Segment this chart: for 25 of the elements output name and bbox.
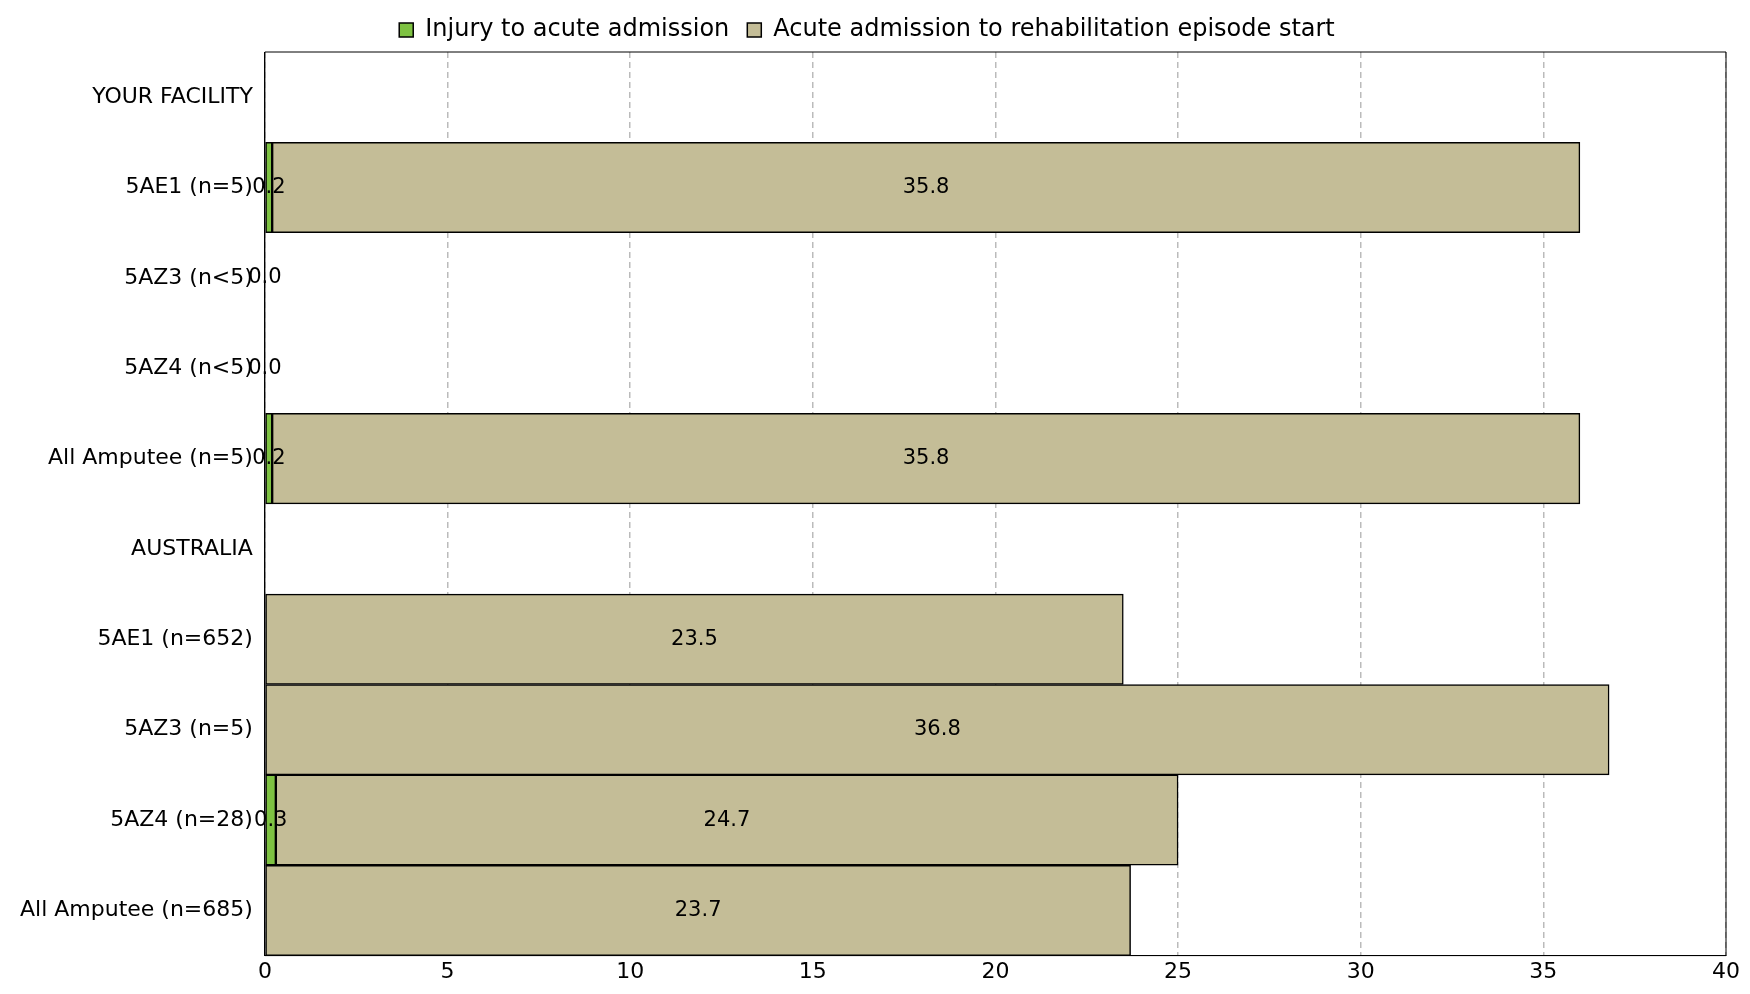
x-tick-label: 25 [1164, 957, 1193, 983]
x-tick-label: 0 [257, 957, 272, 983]
data-label: 24.7 [703, 806, 751, 831]
y-tick-label: 5AE1 (n=5) [125, 173, 253, 199]
x-tick-label: 35 [1529, 957, 1558, 983]
data-label: 35.8 [902, 173, 950, 198]
x-tick-label: 20 [981, 957, 1010, 983]
y-tick-label: 5AZ3 (n=5) [124, 715, 253, 741]
y-tick-label: YOUR FACILITY [91, 82, 254, 108]
y-tick-label: All Amputee (n=685) [19, 896, 253, 922]
data-label: 36.8 [913, 716, 961, 741]
y-tick-label: AUSTRALIA [131, 534, 253, 560]
data-label: 23.7 [674, 896, 722, 921]
x-tick-label: 40 [1712, 957, 1740, 983]
legend-label: Injury to acute admission [425, 14, 730, 43]
x-tick-label: 30 [1346, 957, 1375, 983]
legend-label: Acute admission to rehabilitation episode start [773, 14, 1335, 43]
x-tick-label: 15 [798, 957, 827, 983]
y-tick-label: 5AZ4 (n=28) [110, 805, 253, 831]
x-tick-label: 5 [440, 957, 455, 983]
data-label: 35.8 [902, 445, 950, 470]
y-tick-label: 5AE1 (n=652) [97, 625, 253, 651]
y-tick-label: All Amputee (n=5) [47, 444, 253, 470]
x-tick-label: 10 [616, 957, 645, 983]
data-label: 23.5 [671, 625, 718, 650]
